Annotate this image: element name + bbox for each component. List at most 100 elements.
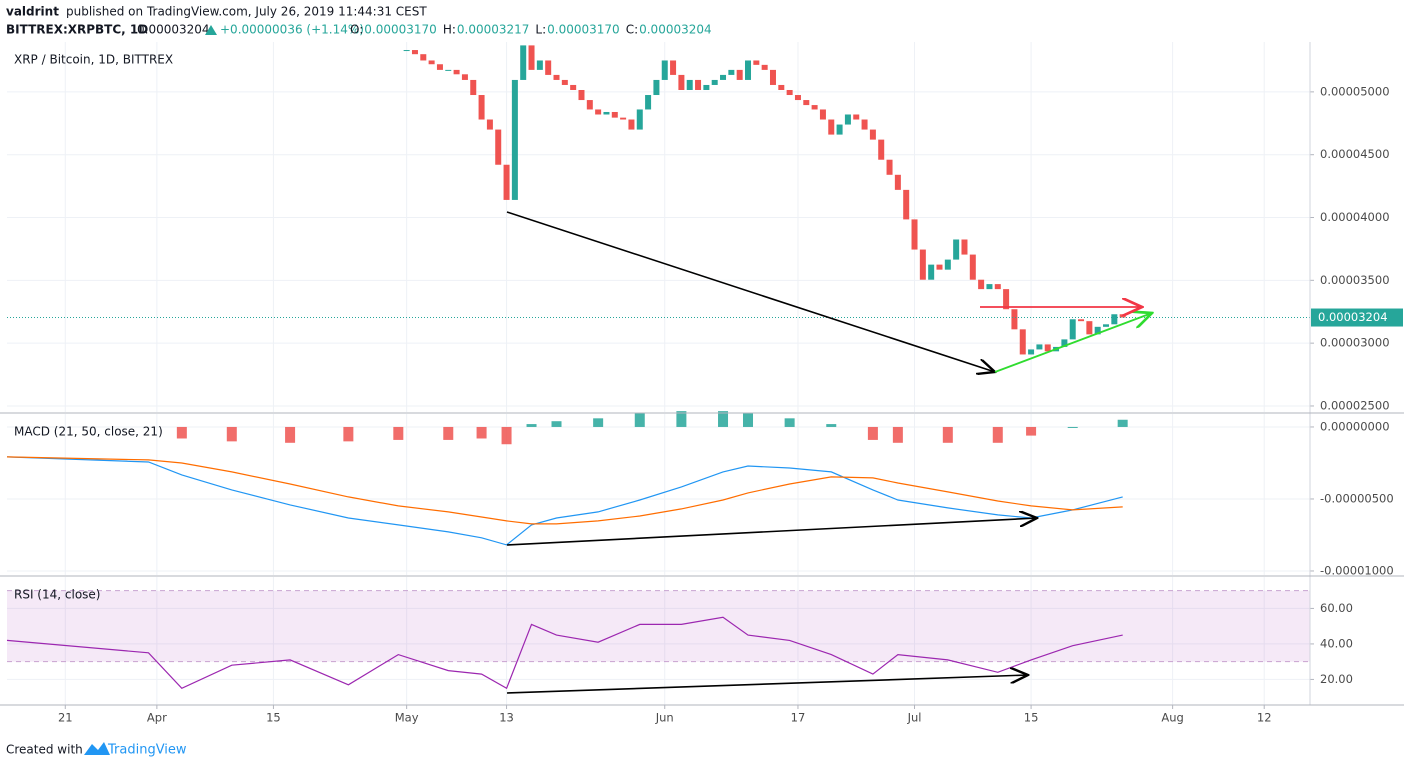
candle [828, 119, 835, 135]
y-tick-label: 0.00002500 [1320, 398, 1390, 412]
y-tick-label: 0.00000000 [1320, 419, 1390, 433]
candle [695, 79, 702, 90]
price: 0.00003204 [137, 23, 210, 37]
candle [903, 189, 910, 220]
marks-layer [6, 45, 1310, 690]
candle [420, 54, 427, 61]
histogram-bar [718, 411, 729, 427]
candle [620, 117, 627, 120]
histogram-bar [476, 426, 487, 439]
candle [736, 69, 743, 80]
candle [745, 60, 752, 80]
candle [928, 264, 935, 280]
candle [478, 95, 485, 120]
trendline [506, 518, 1037, 546]
candle [986, 284, 993, 290]
pane-title: MACD (21, 50, close, 21) [14, 425, 163, 439]
logo-icon [84, 742, 110, 755]
ohlc-value: 0.00003170 [547, 23, 620, 37]
change: +0.00000036 (+1.14%) [220, 23, 364, 37]
candle [786, 89, 793, 96]
candle [503, 164, 510, 200]
candle [836, 124, 843, 135]
candle [869, 129, 876, 140]
candle [819, 109, 826, 120]
trendline [506, 675, 1028, 694]
candle [844, 114, 851, 125]
candle [919, 249, 926, 280]
candle [428, 60, 435, 65]
y-tick-label: 0.00003000 [1320, 336, 1390, 350]
candle [1069, 319, 1076, 340]
candle [678, 74, 685, 90]
candle [961, 239, 968, 255]
up-arrow-icon [205, 25, 217, 35]
candle [703, 84, 710, 90]
symbol: BITTREX:XRPBTC, 1D [6, 23, 148, 37]
y-tick-label: 20.00 [1320, 672, 1353, 686]
candle [978, 279, 985, 290]
candle [953, 239, 960, 260]
candle [653, 79, 660, 96]
candle [936, 264, 943, 270]
x-tick-label: 21 [58, 711, 73, 725]
x-tick-label: 15 [266, 711, 281, 725]
histogram-bar [526, 424, 537, 427]
candle [520, 45, 527, 80]
candle [486, 119, 493, 130]
candle [686, 79, 693, 90]
x-tick-label: Jul [907, 711, 922, 725]
candle [1103, 324, 1110, 327]
histogram-bar [743, 412, 754, 427]
histogram-bar [226, 426, 237, 442]
x-tick-label: 13 [499, 711, 514, 725]
candle [536, 60, 543, 70]
candle [1044, 344, 1051, 352]
histogram-bar [393, 426, 404, 440]
candle [661, 60, 668, 80]
candle [586, 100, 593, 110]
pane-title: RSI (14, close) [14, 588, 100, 602]
candle [1036, 344, 1043, 350]
candle [911, 219, 918, 250]
y-tick-label: 0.00003500 [1320, 273, 1390, 287]
histogram-bar [1026, 426, 1037, 436]
candle [553, 74, 560, 80]
candle [470, 79, 477, 96]
x-tick-label: May [395, 711, 419, 725]
author: valdrint [6, 5, 59, 19]
candle [1086, 321, 1093, 335]
candle [511, 79, 518, 200]
ohlc-label: H: [443, 23, 456, 37]
x-tick-label: 15 [1024, 711, 1039, 725]
candle [436, 64, 443, 70]
candle [670, 60, 677, 75]
candle [811, 105, 818, 110]
candle [728, 69, 735, 75]
grid-layer [7, 42, 1310, 705]
candle [803, 100, 810, 106]
candle [453, 69, 460, 75]
candle [528, 45, 535, 70]
histogram-bar [676, 411, 687, 427]
last-price-label: 0.00003204 [1318, 310, 1388, 324]
published: published on TradingView.com, July 26, 2… [66, 5, 427, 19]
candle [794, 95, 801, 101]
candle [461, 74, 468, 80]
x-tick-label: Apr [147, 711, 167, 725]
pane-title: XRP / Bitcoin, 1D, BITTREX [14, 53, 173, 67]
candle [1003, 289, 1010, 310]
x-tick-label: 12 [1257, 711, 1272, 725]
candle [603, 111, 610, 115]
x-tick-label: Aug [1161, 711, 1183, 725]
y-tick-label: 60.00 [1320, 601, 1353, 615]
candle [894, 174, 901, 190]
candle [886, 159, 893, 175]
candle [944, 259, 951, 270]
macd-line [6, 456, 1123, 546]
candle [445, 69, 452, 71]
histogram-bar [1117, 419, 1128, 427]
axis-layer: 0.00002500 0.00003000 0.00003500 0.00004000… [14, 53, 1403, 725]
candle [411, 50, 418, 55]
ohlc-label: C: [626, 23, 638, 37]
